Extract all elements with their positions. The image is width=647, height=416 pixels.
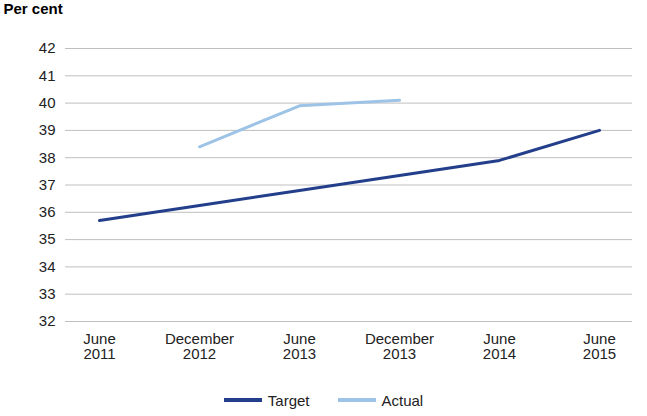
svg-text:37: 37 [39, 176, 56, 193]
svg-text:35: 35 [39, 230, 56, 247]
html-text:Actual: Actual [381, 391, 424, 409]
svg-text:Per cent: Per cent [4, 0, 63, 17]
svg-text:December2012: December2012 [165, 330, 234, 362]
svg-text:June2011: June2011 [83, 330, 116, 362]
svg-text:June2015: June2015 [583, 330, 616, 362]
svg-text:34: 34 [39, 258, 56, 275]
svg-text:42: 42 [39, 39, 56, 56]
svg-text:June2014: June2014 [483, 330, 516, 362]
svg-text:40: 40 [39, 94, 56, 111]
svg-text:June2013: June2013 [283, 330, 316, 362]
svg-text:38: 38 [39, 149, 56, 166]
svg-text:41: 41 [39, 67, 56, 84]
svg-text:32: 32 [39, 312, 56, 329]
svg-text:36: 36 [39, 203, 56, 220]
html-text:Target: Target [267, 391, 310, 409]
svg-text:December2013: December2013 [365, 330, 434, 362]
svg-text:39: 39 [39, 121, 56, 138]
svg-text:33: 33 [39, 285, 56, 302]
